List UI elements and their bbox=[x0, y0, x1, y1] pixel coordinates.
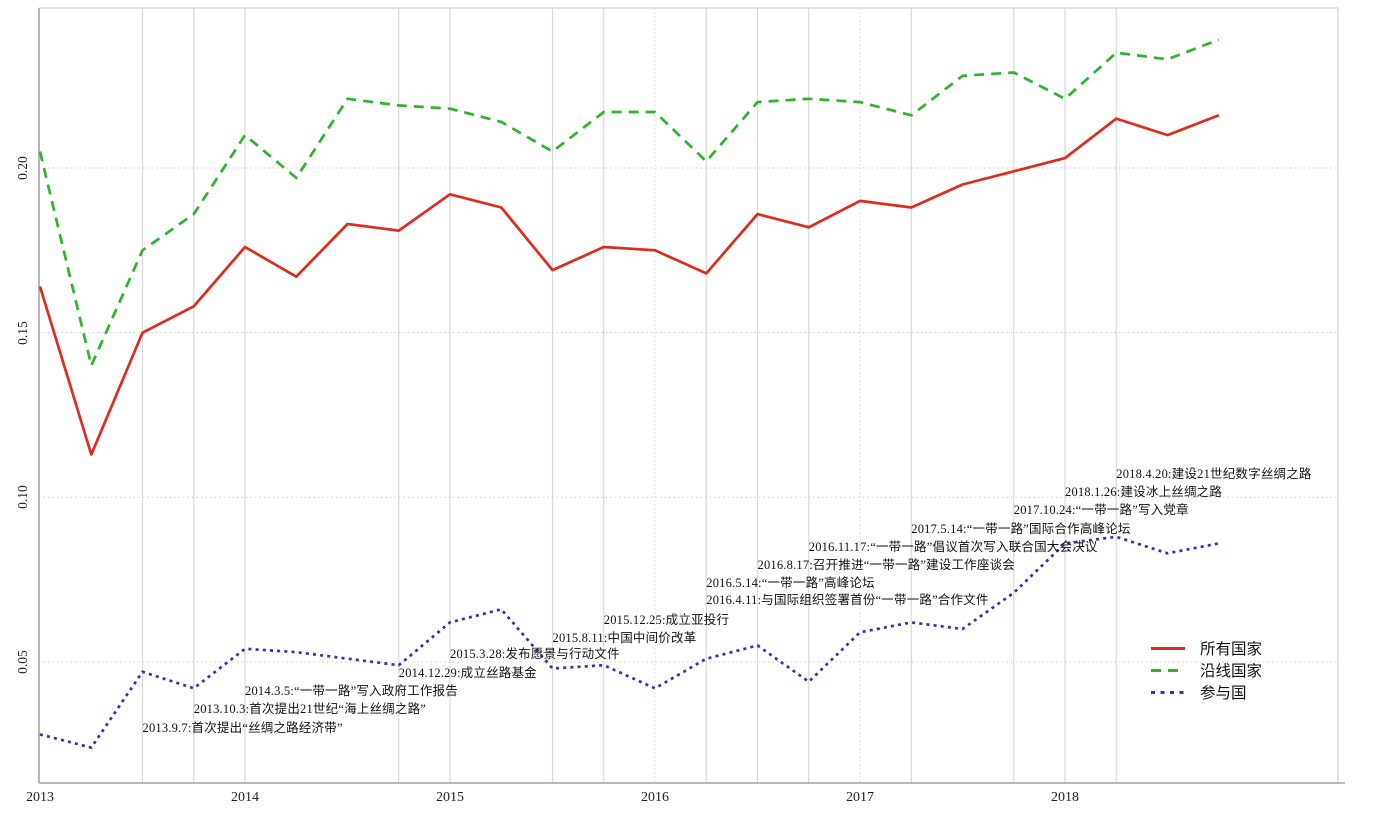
legend-row-belt-road-countries: 沿线国家 bbox=[1151, 659, 1262, 681]
event-annotation-2017.10.24: 2017.10.24:“一带一路”写入党章 bbox=[1013, 503, 1189, 517]
event-annotation-2013.10.3: 2013.10.3:首次提出21世纪“海上丝绸之路” bbox=[193, 702, 427, 716]
x-tick-label-2013: 2013 bbox=[26, 790, 54, 805]
x-tick-label-2018: 2018 bbox=[1051, 790, 1079, 805]
series-line-participating-countries bbox=[39, 535, 1220, 749]
legend: 所有国家沿线国家参与国 bbox=[1151, 637, 1262, 703]
y-tick-label-0.10: 0.10 bbox=[15, 485, 30, 510]
event-annotation-2016.8.17: 2016.8.17:召开推进“一带一路”建设工作座谈会 bbox=[757, 558, 1015, 572]
x-tick-label-2015: 2015 bbox=[436, 790, 464, 805]
event-annotation-2015.3.28: 2015.3.28:发布愿景与行动文件 bbox=[450, 647, 620, 661]
event-annotation-2014.3.5: 2014.3.5:“一带一路”写入政府工作报告 bbox=[245, 684, 458, 698]
legend-line-sample-all-countries bbox=[1151, 646, 1185, 650]
event-annotation-2013.9.7: 2013.9.7:首次提出“丝绸之路经济带” bbox=[142, 721, 343, 735]
legend-label-participating-countries: 参与国 bbox=[1200, 685, 1247, 702]
event-annotation-2016.4.11: 2016.4.11:与国际组织签署首份“一带一路”合作文件 bbox=[706, 593, 989, 607]
event-annotation-2014.12.29: 2014.12.29:成立丝路基金 bbox=[398, 666, 537, 680]
event-annotation-2015.12.25: 2015.12.25:成立亚投行 bbox=[603, 613, 730, 627]
legend-row-participating-countries: 参与国 bbox=[1151, 681, 1262, 703]
event-annotation-2016.5.14: 2016.5.14:“一带一路”高峰论坛 bbox=[706, 576, 875, 590]
x-tick-label-2017: 2017 bbox=[846, 790, 874, 805]
series-line-belt-road-countries bbox=[38, 38, 1220, 367]
event-annotation-2017.5.14: 2017.5.14:“一带一路”国际合作高峰论坛 bbox=[911, 522, 1131, 536]
event-annotation-2018.4.20: 2018.4.20:建设21世纪数字丝绸之路 bbox=[1116, 467, 1312, 481]
event-annotation-2016.11.17: 2016.11.17:“一带一路”倡议首次写入联合国大会决议 bbox=[808, 540, 1098, 554]
x-tick-label-2016: 2016 bbox=[641, 790, 669, 805]
x-tick-label-2014: 2014 bbox=[231, 790, 259, 805]
legend-line-sample-belt-road-countries bbox=[1151, 668, 1185, 672]
legend-label-all-countries: 所有国家 bbox=[1200, 641, 1263, 658]
y-tick-label-0.15: 0.15 bbox=[15, 320, 30, 345]
series-line-all-countries bbox=[38, 114, 1220, 456]
legend-line-sample-participating-countries bbox=[1151, 690, 1185, 694]
event-annotation-2015.8.11: 2015.8.11:中国中间价改革 bbox=[552, 631, 697, 645]
event-annotation-2018.1.26: 2018.1.26:建设冰上丝绸之路 bbox=[1065, 485, 1223, 499]
legend-row-all-countries: 所有国家 bbox=[1151, 637, 1262, 659]
y-tick-label-0.05: 0.05 bbox=[15, 650, 30, 674]
y-tick-label-0.20: 0.20 bbox=[15, 156, 30, 180]
legend-label-belt-road-countries: 沿线国家 bbox=[1200, 663, 1263, 680]
